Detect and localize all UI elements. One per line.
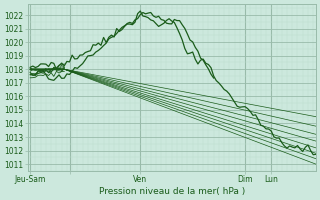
X-axis label: Pression niveau de la mer( hPa ): Pression niveau de la mer( hPa ) xyxy=(99,187,245,196)
